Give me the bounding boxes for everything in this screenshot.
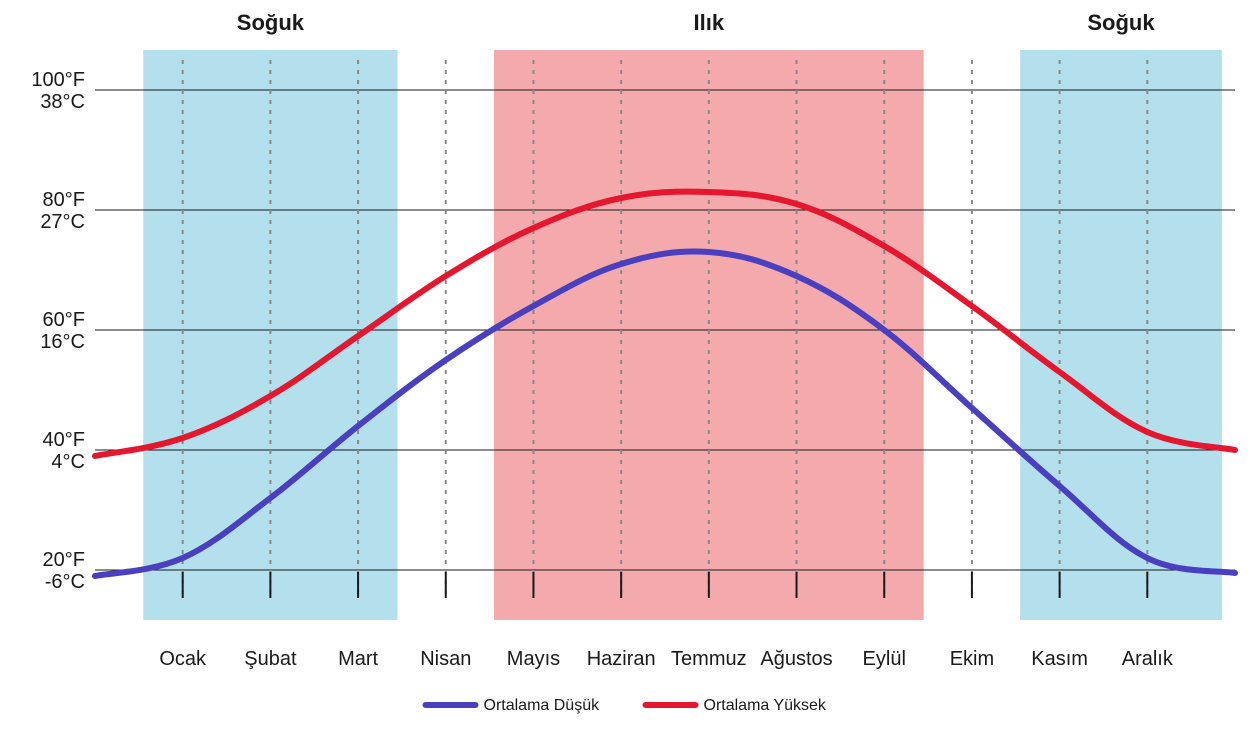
y-tick-f: 60°F — [43, 309, 85, 331]
month-label: Mart — [338, 648, 378, 670]
month-label: Eylül — [863, 648, 906, 670]
month-label: Nisan — [420, 648, 471, 670]
season-band — [1020, 50, 1222, 620]
y-tick-f: 80°F — [43, 189, 85, 211]
season-band-label: Ilık — [694, 10, 725, 35]
y-tick-f: 40°F — [43, 429, 85, 451]
y-tick-c: 16°C — [40, 331, 85, 353]
month-label: Ocak — [159, 648, 207, 670]
legend: Ortalama Düşük Ortalama Yüksek — [426, 697, 827, 714]
month-label: Ağustos — [760, 648, 832, 670]
y-tick-c: 38°C — [40, 91, 85, 113]
month-label: Şubat — [244, 648, 297, 670]
legend-label: Ortalama Yüksek — [704, 697, 827, 714]
y-tick-c: 4°C — [51, 451, 85, 473]
y-tick-c: -6°C — [45, 571, 85, 593]
season-band — [494, 50, 924, 620]
month-label: Haziran — [587, 648, 656, 670]
chart-svg: Soğuk Ilık Soğuk 20°F-6°C 40°F4°C 60°F16°C 80°… — [0, 0, 1251, 730]
legend-label: Ortalama Düşük — [484, 697, 601, 714]
temperature-chart: Soğuk Ilık Soğuk 20°F-6°C 40°F4°C 60°F16°C 80°… — [0, 0, 1251, 730]
month-label: Temmuz — [671, 648, 747, 670]
x-axis-labels: Ocak Şubat Mart Nisan Mayıs Haziran Temmuz Ağus… — [159, 648, 1174, 670]
season-band-label: Soğuk — [1087, 10, 1155, 35]
y-tick-c: 27°C — [40, 211, 85, 233]
month-label: Kasım — [1031, 648, 1088, 670]
month-label: Ekim — [950, 648, 994, 670]
y-tick-f: 20°F — [43, 549, 85, 571]
y-tick-f: 100°F — [31, 69, 85, 91]
season-band-label: Soğuk — [237, 10, 305, 35]
month-label: Mayıs — [507, 648, 560, 670]
month-label: Aralık — [1122, 648, 1174, 670]
